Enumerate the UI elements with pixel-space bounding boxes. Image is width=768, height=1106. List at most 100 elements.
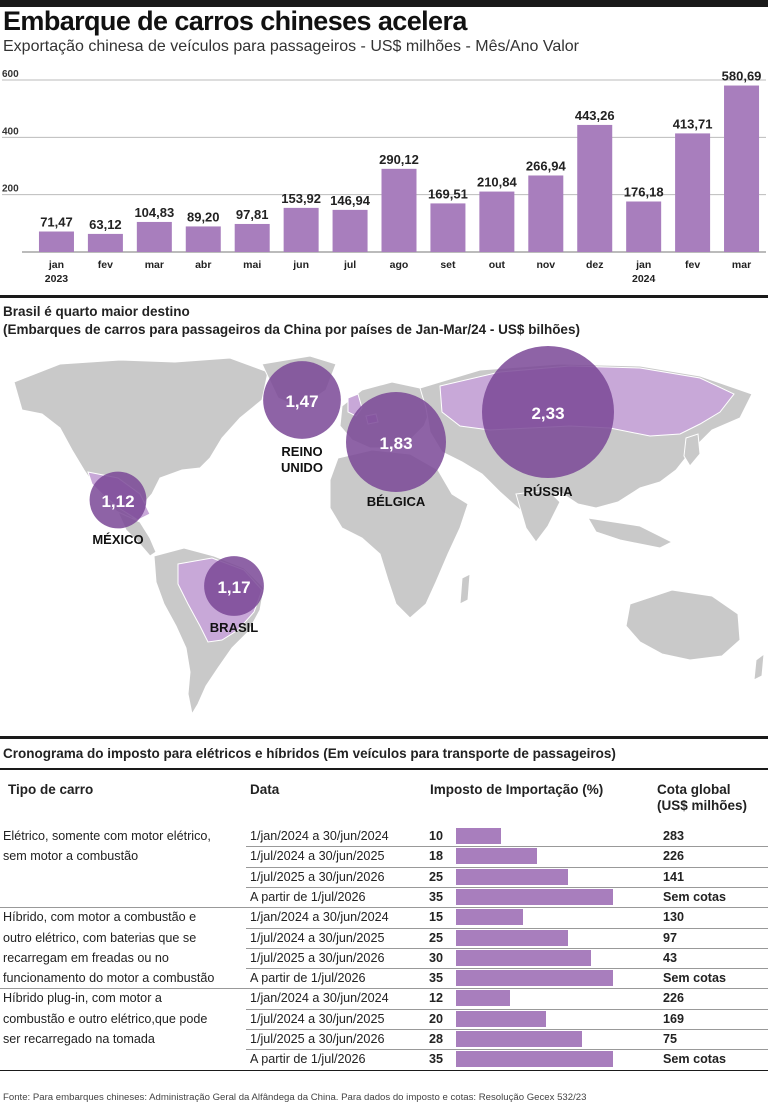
new-zealand-shape (753, 652, 765, 681)
section-divider-2 (0, 736, 768, 739)
car-type-text: Híbrido plug-in, com motor a (3, 991, 162, 1006)
map-subtitle: (Embarques de carros para passageiros da… (3, 322, 580, 337)
bar-value-label: 63,12 (89, 217, 122, 232)
date-cell: 1/jan/2024 a 30/jun/2024 (250, 829, 389, 843)
rate-value: 12 (429, 991, 444, 1006)
rate-value: 18 (429, 849, 444, 864)
quota-value: 226 (663, 849, 685, 864)
rate-value: 15 (429, 910, 444, 925)
bubble-reino-unido (263, 361, 341, 439)
india-shape (515, 489, 561, 543)
bubble-méxico (89, 471, 147, 529)
top-rule (0, 0, 768, 7)
y-tick-label: 400 (2, 126, 19, 137)
rate-value: 20 (429, 1011, 444, 1026)
rate-value: 28 (429, 1032, 444, 1046)
bubble-value-label: 2,33 (531, 404, 564, 423)
bar-6 (332, 209, 368, 252)
date-cell: 1/jul/2025 a 30/jun/2026 (250, 869, 385, 884)
bar-3 (185, 226, 221, 252)
rate-bar (456, 888, 613, 905)
rate-bar (456, 929, 569, 946)
date-cell: 1/jul/2024 a 30/jun/2025 (250, 930, 385, 945)
bar-value-label: 176,18 (624, 184, 664, 199)
country-label: UNIDO (281, 460, 323, 475)
date-cell: 1/jul/2025 a 30/jun/2026 (250, 1032, 385, 1046)
quota-value: Sem cotas (663, 1052, 726, 1067)
bar-value-label: 290,12 (379, 152, 419, 167)
rate-value: 30 (429, 950, 444, 965)
bubble-value-label: 1,17 (217, 578, 250, 597)
car-type-text: combustão e outro elétrico,que pode (3, 1011, 208, 1026)
quota-value: Sem cotas (663, 889, 726, 904)
x-tick-label: set (440, 259, 456, 271)
x-tick-label: fev (685, 259, 700, 271)
rate-bar (456, 990, 510, 1007)
country-label: MÉXICO (92, 532, 143, 547)
year-label: 2023 (45, 273, 69, 285)
bar-5 (283, 207, 319, 252)
quota-value: 226 (663, 991, 685, 1006)
bar-value-label: 104,83 (134, 205, 174, 220)
header-date: Data (250, 782, 280, 797)
row-divider (246, 1008, 768, 1010)
rate-value: 25 (429, 869, 444, 884)
bubble-bélgica (346, 392, 446, 492)
page-title: Embarque de carros chineses acelera (3, 6, 467, 36)
bubble-value-label: 1,83 (379, 434, 412, 453)
quota-value: 169 (663, 1011, 685, 1026)
bar-7 (381, 168, 417, 252)
country-label: BRASIL (210, 620, 258, 635)
bar-value-label: 153,92 (281, 191, 321, 206)
africa-shape (329, 449, 469, 619)
x-tick-label: mar (732, 259, 751, 271)
rate-bar (456, 949, 591, 966)
car-type-text: recarregam em freadas ou no (3, 950, 169, 965)
header-quota-line1: Cota global (657, 782, 731, 797)
car-type-text: outro elétrico, com baterias que se (3, 930, 197, 945)
country-label: RÚSSIA (523, 484, 573, 499)
bubble-brasil (204, 556, 264, 616)
group-divider (0, 907, 768, 909)
x-tick-label: out (489, 259, 506, 271)
date-cell: 1/jul/2025 a 30/jun/2026 (250, 950, 385, 965)
x-tick-label: fev (98, 259, 113, 271)
x-tick-label: jul (343, 259, 356, 271)
year-label: 2024 (632, 273, 656, 285)
bar-14 (724, 85, 760, 252)
x-tick-label: jun (292, 259, 309, 271)
row-divider (246, 1029, 768, 1030)
rate-bar (456, 828, 501, 844)
bar-0 (38, 231, 74, 252)
rate-value: 35 (429, 971, 444, 986)
car-type-text: funcionamento do motor a combustão (3, 971, 215, 986)
x-tick-label: ago (390, 259, 409, 271)
date-cell: 1/jan/2024 a 30/jun/2024 (250, 991, 389, 1006)
bar-value-label: 580,69 (722, 69, 762, 84)
header-quota-line2: (US$ milhões) (657, 798, 748, 813)
australia-shape (625, 589, 741, 661)
x-tick-label: abr (195, 259, 211, 271)
bar-8 (430, 203, 466, 252)
quota-value: 43 (663, 950, 678, 965)
rate-bar (456, 909, 524, 926)
car-type-text: Híbrido, com motor a combustão e (3, 910, 197, 925)
madagascar-shape (459, 573, 471, 605)
bubble-rússia (482, 346, 614, 478)
header-rate: Imposto de Importação (%) (430, 782, 604, 797)
bar-10 (528, 175, 564, 252)
table-top-rule (0, 768, 768, 770)
bar-11 (577, 124, 613, 252)
southeast-asia-shape (587, 517, 674, 549)
bar-value-label: 71,47 (40, 215, 73, 230)
quota-value: 130 (663, 910, 685, 925)
bar-1 (87, 233, 123, 252)
bar-4 (234, 223, 270, 252)
bar-value-label: 146,94 (330, 193, 371, 208)
source-footer: Fonte: Para embarques chineses: Administ… (3, 1092, 587, 1103)
bar-value-label: 169,51 (428, 186, 468, 201)
y-tick-label: 600 (2, 69, 19, 80)
quota-value: 75 (663, 1032, 678, 1046)
rate-bar (456, 1010, 546, 1027)
